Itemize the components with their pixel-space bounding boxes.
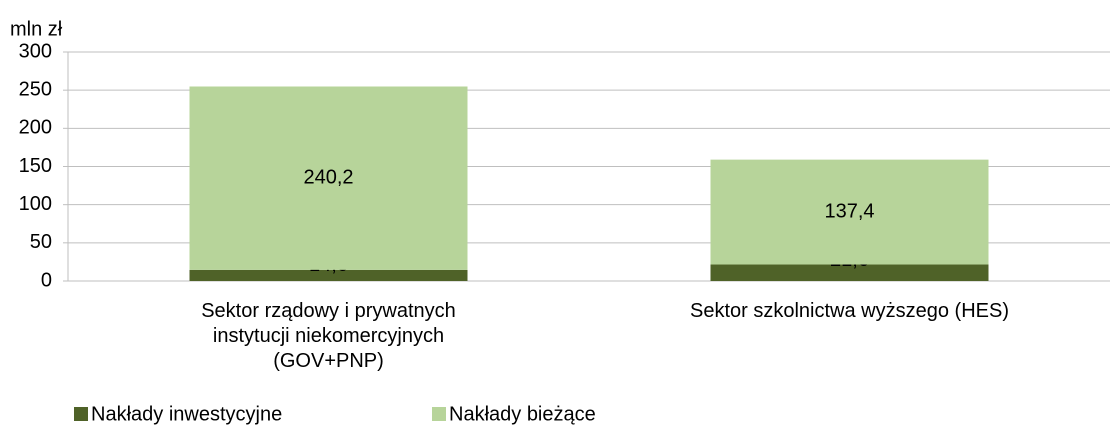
y-tick-label: 0	[41, 269, 52, 291]
bar-segment	[189, 269, 468, 281]
legend-swatch	[432, 407, 446, 421]
y-tick-label: 300	[19, 40, 52, 62]
y-axis-label: mln zł	[10, 18, 63, 40]
bar-segment	[710, 264, 989, 281]
y-tick-label: 200	[19, 117, 52, 139]
legend-swatch	[74, 407, 88, 421]
legend-label: Nakłady bieżące	[449, 403, 596, 425]
data-label: 137,4	[824, 200, 874, 222]
data-label: 240,2	[303, 166, 353, 188]
y-tick-label: 150	[19, 155, 52, 177]
y-tick-label: 100	[19, 193, 52, 215]
y-tick-label: 50	[30, 231, 52, 253]
y-tick-label: 250	[19, 78, 52, 100]
bar-segment	[710, 159, 989, 265]
legend-label: Nakłady inwestycyjne	[91, 403, 282, 425]
bar-segment	[189, 86, 468, 270]
x-tick-label: Sektor szkolnictwa wyższego (HES)	[690, 300, 1009, 322]
x-tick-label: Sektor rządowy i prywatnych instytucji ni…	[201, 300, 456, 372]
